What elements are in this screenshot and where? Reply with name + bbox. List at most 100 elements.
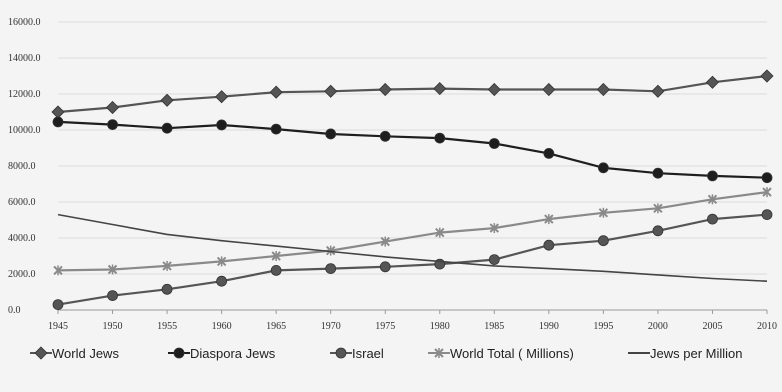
series-4 bbox=[57, 213, 768, 282]
legend-label: World Total ( Millions) bbox=[450, 346, 574, 361]
data-point bbox=[707, 170, 718, 182]
grid bbox=[58, 21, 767, 311]
legend-label: Israel bbox=[352, 346, 384, 361]
legend-label: Jews per Million bbox=[650, 346, 742, 361]
data-point bbox=[162, 260, 172, 271]
data-point bbox=[435, 227, 445, 238]
data-point bbox=[271, 251, 281, 261]
data-point bbox=[487, 82, 501, 97]
data-point bbox=[597, 235, 609, 247]
data-point bbox=[653, 203, 663, 214]
series-line bbox=[57, 191, 768, 272]
legend-item: Diaspora Jews bbox=[168, 346, 276, 361]
data-point bbox=[161, 283, 173, 295]
x-tick-label: 1990 bbox=[539, 321, 559, 332]
legend: World Jews Diaspora Jews Israel World Total… bbox=[30, 346, 742, 361]
x-tick-label: 1995 bbox=[593, 321, 613, 332]
series-line bbox=[57, 213, 768, 306]
x-tick-label: 2005 bbox=[702, 321, 722, 332]
x-tick-label: 1950 bbox=[103, 321, 123, 332]
data-point bbox=[380, 236, 390, 247]
data-point bbox=[216, 275, 228, 287]
data-point bbox=[705, 75, 720, 89]
series-line bbox=[57, 74, 768, 114]
x-tick-label: 1945 bbox=[48, 321, 68, 332]
legend-marker bbox=[434, 348, 444, 358]
data-point bbox=[598, 207, 609, 218]
data-point bbox=[761, 172, 773, 184]
legend-label: World Jews bbox=[52, 346, 119, 361]
data-point bbox=[160, 93, 174, 107]
data-point bbox=[270, 264, 282, 276]
x-tick-label: 1965 bbox=[266, 321, 286, 332]
y-tick-label: 8000.0 bbox=[8, 161, 36, 172]
legend-item: World Total ( Millions) bbox=[428, 346, 574, 361]
data-point bbox=[215, 90, 229, 104]
data-point bbox=[543, 239, 555, 251]
data-point bbox=[488, 254, 500, 266]
data-point bbox=[378, 82, 392, 97]
x-tick-label: 1980 bbox=[430, 321, 450, 332]
data-point bbox=[597, 162, 609, 174]
y-tick-label: 2000.0 bbox=[8, 269, 36, 280]
data-point bbox=[269, 85, 283, 99]
x-tick-label: 1955 bbox=[157, 321, 177, 332]
data-point bbox=[107, 290, 118, 302]
x-tick-label: 2010 bbox=[757, 321, 777, 332]
data-point bbox=[105, 100, 120, 115]
x-tick-label: 1985 bbox=[484, 321, 504, 332]
data-point bbox=[324, 84, 338, 98]
data-point bbox=[216, 256, 227, 267]
data-point bbox=[488, 138, 500, 149]
data-point bbox=[161, 122, 173, 134]
data-point bbox=[707, 213, 718, 225]
data-point bbox=[270, 123, 282, 135]
data-point bbox=[325, 128, 337, 140]
data-point bbox=[761, 209, 773, 221]
data-point bbox=[760, 69, 774, 83]
data-point bbox=[51, 105, 65, 119]
series-line bbox=[57, 120, 768, 179]
data-point bbox=[107, 264, 118, 275]
x-tick-label: 1970 bbox=[321, 321, 341, 332]
y-tick-label: 0.0 bbox=[8, 305, 21, 316]
data-point bbox=[596, 82, 610, 97]
legend-item: Israel bbox=[330, 346, 384, 361]
data-point bbox=[379, 130, 391, 142]
data-point bbox=[216, 119, 228, 131]
data-point bbox=[52, 116, 64, 128]
data-point bbox=[544, 214, 554, 225]
data-point bbox=[52, 299, 64, 311]
data-point bbox=[434, 132, 446, 144]
data-point bbox=[325, 245, 336, 256]
series-line bbox=[57, 213, 768, 282]
series-0 bbox=[51, 69, 774, 119]
legend-marker bbox=[173, 347, 185, 359]
y-tick-label: 6000.0 bbox=[8, 197, 36, 208]
series-3 bbox=[53, 187, 772, 276]
y-tick-label: 14000.0 bbox=[8, 53, 41, 64]
series-2 bbox=[52, 209, 773, 311]
data-point bbox=[489, 223, 500, 234]
series-lines bbox=[51, 69, 774, 311]
data-point bbox=[433, 82, 447, 96]
series-1 bbox=[52, 116, 773, 184]
legend-marker bbox=[34, 346, 48, 360]
data-point bbox=[651, 84, 665, 98]
x-tick-label: 2000 bbox=[648, 321, 668, 332]
data-point bbox=[107, 119, 118, 130]
data-point bbox=[652, 167, 664, 179]
axes: 0.0 2000.0 4000.0 6000.0 8000.0 10000.0 12000.… bbox=[8, 17, 777, 332]
data-point bbox=[542, 82, 556, 97]
data-point bbox=[379, 261, 391, 273]
legend-item: Jews per Million bbox=[628, 346, 742, 361]
legend-marker bbox=[335, 347, 347, 359]
data-point bbox=[543, 147, 555, 159]
legend-item: World Jews bbox=[30, 346, 119, 361]
x-tick-label: 1960 bbox=[212, 321, 232, 332]
y-tick-label: 12000.0 bbox=[8, 89, 41, 100]
legend-label: Diaspora Jews bbox=[190, 346, 276, 361]
data-point bbox=[707, 194, 718, 205]
y-tick-label: 10000.0 bbox=[8, 125, 41, 136]
y-tick-label: 4000.0 bbox=[8, 233, 36, 244]
